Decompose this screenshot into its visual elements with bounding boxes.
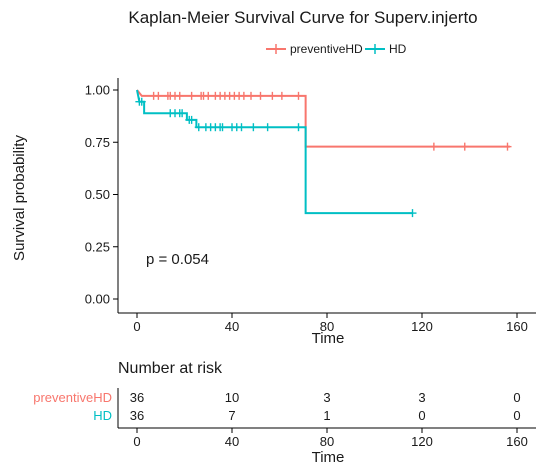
risk-count-preventivehd: 3 xyxy=(418,390,425,405)
y-ticks: 0.00 0.25 0.50 0.75 1.00 xyxy=(85,83,118,307)
survival-curve-hd xyxy=(136,89,413,215)
y-tick-label: 0.50 xyxy=(85,187,110,202)
x-ticks: 0 40 80 120 160 xyxy=(133,313,528,334)
x-tick-label: 120 xyxy=(411,319,433,334)
risk-count-preventivehd: 10 xyxy=(225,390,239,405)
risk-count-hd: 36 xyxy=(130,408,144,423)
risk-table-strata: preventiveHD HD xyxy=(33,390,112,423)
risk-count-hd: 7 xyxy=(228,408,235,423)
survival-curve-preventivehd xyxy=(136,89,510,148)
risk-count-preventivehd: 3 xyxy=(323,390,330,405)
risk-x-ticks: 0 40 80 120 160 xyxy=(133,428,528,449)
y-tick-label: 1.00 xyxy=(85,83,110,98)
x-tick-label: 80 xyxy=(320,319,334,334)
y-axis-title: Survival probability xyxy=(11,135,28,261)
risk-count-hd: 0 xyxy=(513,408,520,423)
risk-count-hd: 0 xyxy=(418,408,425,423)
x-tick-label: 40 xyxy=(225,319,239,334)
p-value-annotation: p = 0.054 xyxy=(146,251,209,268)
risk-count-hd: 1 xyxy=(323,408,330,423)
risk-table-values: 36 10 3 3 036 7 1 0 0 xyxy=(130,390,521,423)
x-axis-title: Time xyxy=(312,330,345,347)
risk-x-tick-label: 0 xyxy=(133,434,140,449)
x-tick-label: 0 xyxy=(133,319,140,334)
risk-x-axis-title: Time xyxy=(312,449,345,466)
risk-table-title: Number at risk xyxy=(118,360,223,377)
legend-label-hd: HD xyxy=(389,42,407,56)
legend-item-preventivehd: preventiveHD xyxy=(266,42,363,56)
risk-stratum-label-hd: HD xyxy=(93,408,112,423)
risk-stratum-label-preventivehd: preventiveHD xyxy=(33,390,112,405)
risk-x-tick-label: 80 xyxy=(320,434,334,449)
legend-label-preventivehd: preventiveHD xyxy=(290,42,363,56)
legend-item-hd: HD xyxy=(365,42,407,56)
risk-count-preventivehd: 36 xyxy=(130,390,144,405)
y-tick-label: 0.00 xyxy=(85,292,110,307)
y-tick-label: 0.25 xyxy=(85,239,110,254)
chart-title: Kaplan-Meier Survival Curve for Superv.i… xyxy=(128,8,477,27)
survival-curves xyxy=(135,89,512,218)
risk-count-preventivehd: 0 xyxy=(513,390,520,405)
y-tick-label: 0.75 xyxy=(85,135,110,150)
risk-x-tick-label: 160 xyxy=(506,434,528,449)
risk-x-tick-label: 40 xyxy=(225,434,239,449)
legend: preventiveHD HD xyxy=(266,42,407,56)
x-tick-label: 160 xyxy=(506,319,528,334)
risk-x-tick-label: 120 xyxy=(411,434,433,449)
